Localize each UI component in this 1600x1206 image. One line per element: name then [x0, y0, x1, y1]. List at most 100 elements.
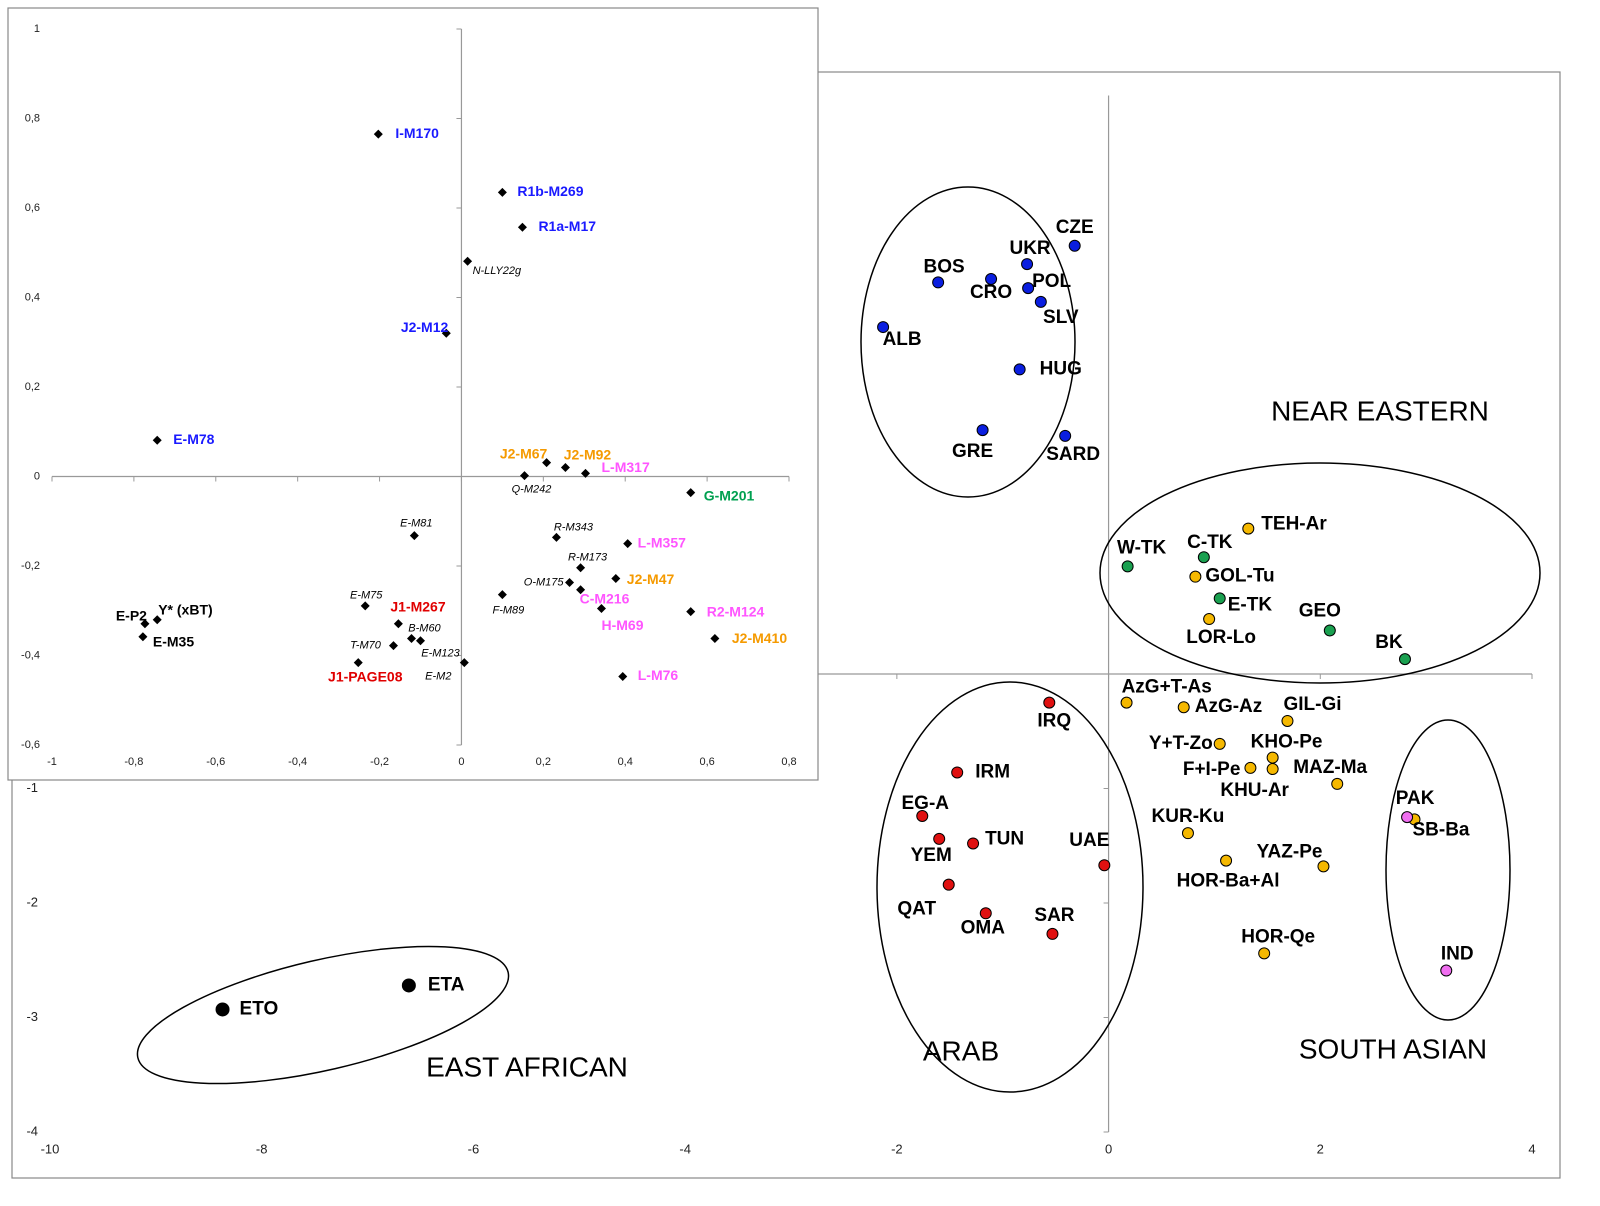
point [985, 272, 998, 285]
point-label: J2-M410 [732, 630, 787, 646]
point [1043, 696, 1056, 709]
x-tick-label: 0,2 [536, 756, 551, 768]
point-label: H-M69 [601, 617, 643, 633]
point-label: SARD [1046, 444, 1100, 465]
point [401, 978, 416, 993]
point [517, 222, 527, 232]
cluster-ellipse [876, 681, 1144, 1093]
point-label: C-M216 [580, 590, 630, 606]
point-label: J1-PAGE08 [328, 668, 403, 684]
point [942, 878, 955, 891]
x-tick-label: -0,8 [124, 756, 143, 768]
point [1181, 827, 1194, 840]
point-label: IRQ [1037, 711, 1071, 732]
point-label: J2-M47 [627, 571, 675, 587]
point-label: O-M175 [524, 576, 565, 588]
y-tick-label: -0,4 [21, 649, 40, 661]
point [1258, 947, 1271, 960]
point-label: HOR-Ba+Al [1177, 871, 1280, 892]
point-label: YEM [911, 845, 952, 866]
point-label: L-M317 [602, 459, 650, 475]
x-tick-label: 2 [1317, 1141, 1324, 1156]
point [1331, 777, 1344, 790]
point [373, 129, 383, 139]
x-tick-label: -0,4 [288, 756, 307, 768]
cluster-ellipse [136, 945, 510, 1085]
point [1440, 964, 1453, 977]
point-label: CRO [970, 282, 1012, 303]
y-tick-label: -3 [26, 1009, 38, 1024]
point-label: LOR-Lo [1186, 627, 1256, 648]
point [576, 585, 586, 595]
point [1317, 860, 1330, 873]
point-label: J2-M92 [564, 446, 612, 462]
x-tick-label: -0,2 [370, 756, 389, 768]
cluster-ellipse [1099, 462, 1541, 684]
point-label: BOS [924, 256, 965, 277]
x-tick-label: -6 [468, 1141, 480, 1156]
point [551, 532, 561, 542]
point-label: W-TK [1117, 537, 1166, 558]
point-label: MAZ-Ma [1293, 757, 1367, 778]
point [1177, 701, 1190, 714]
point-label: GEO [1299, 601, 1341, 622]
y-tick-label: -2 [26, 894, 38, 909]
point-label: TUN [985, 828, 1024, 849]
point [618, 672, 628, 682]
point-label: OMA [961, 917, 1006, 938]
point [416, 636, 425, 646]
point [1120, 696, 1133, 709]
point [463, 256, 473, 266]
point-label: QAT [897, 899, 936, 920]
point-label: CZE [1056, 217, 1094, 238]
point [459, 658, 469, 668]
point-label: GRE [952, 441, 993, 462]
point [979, 907, 992, 920]
point [686, 488, 696, 498]
point-label: E-TK [1228, 594, 1273, 615]
point-label: SLV [1043, 307, 1079, 328]
point-label: TEH-Ar [1261, 514, 1327, 535]
x-tick-label: 0,8 [781, 756, 796, 768]
y-tick-label: -0,2 [21, 560, 40, 572]
point-label: J2-M12 [401, 319, 449, 335]
point [1034, 295, 1047, 308]
point [1401, 811, 1414, 824]
point-label: R2-M124 [707, 603, 765, 619]
point-label: E-M35 [153, 633, 194, 649]
cluster-ellipse [860, 186, 1076, 498]
point [1121, 560, 1134, 573]
x-tick-label: 0 [1105, 1141, 1112, 1156]
point-label: EG-A [902, 793, 950, 814]
point [388, 641, 398, 651]
point [215, 1002, 230, 1017]
point-label: J1-M267 [390, 598, 445, 614]
point [916, 809, 929, 822]
point-label: L-M76 [638, 667, 679, 683]
point-label: N-LLY22g [473, 265, 522, 277]
point-label: IND [1441, 944, 1474, 965]
point-label: ALB [883, 329, 922, 350]
point [581, 468, 591, 478]
point [1046, 927, 1059, 940]
point-label: ETO [240, 999, 279, 1020]
point [140, 619, 150, 629]
point [1203, 613, 1216, 626]
y-tick-label: 0 [34, 470, 40, 482]
point [932, 276, 945, 289]
point-label: F+I-Pe [1183, 759, 1241, 780]
y-tick-label: 0,8 [25, 112, 40, 124]
point-label: YAZ-Pe [1257, 841, 1323, 862]
point [1059, 429, 1072, 442]
group-label: ARAB [923, 1035, 999, 1066]
point-label: GIL-Gi [1283, 694, 1341, 715]
point [1323, 624, 1336, 637]
point-label: SB-Ba [1412, 819, 1469, 840]
y-tick-label: -0,6 [21, 739, 40, 751]
point [1213, 592, 1226, 605]
point [152, 435, 162, 445]
point-label: KHO-Pe [1251, 732, 1323, 753]
point-label: AzG-Az [1195, 696, 1263, 717]
